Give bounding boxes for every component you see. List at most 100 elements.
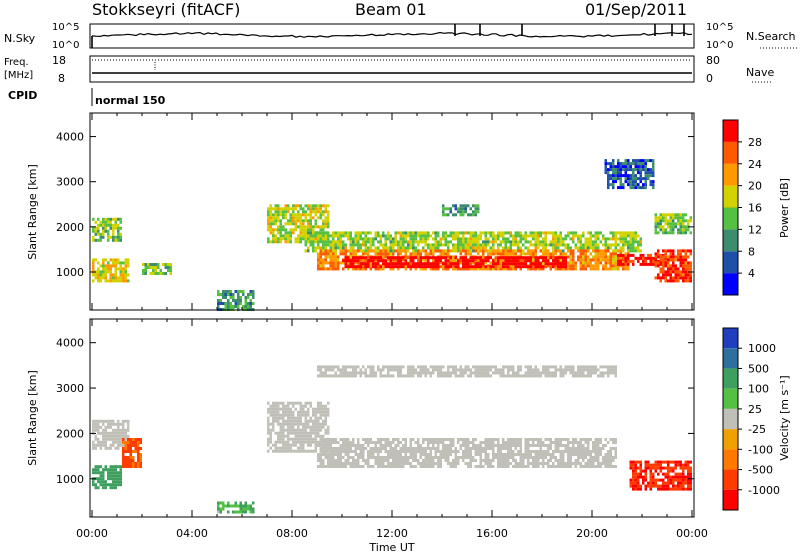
data-cell [555,444,558,447]
data-cell [105,441,108,444]
data-cell [545,368,548,371]
data-cell [417,441,420,444]
data-cell [372,450,375,453]
data-cell [105,480,108,483]
data-cell [335,258,338,261]
data-cell [437,234,440,237]
data-cell [632,186,635,189]
data-cell [115,273,118,276]
data-cell [287,420,290,423]
data-cell [585,255,588,258]
data-cell [610,252,613,255]
data-cell [597,456,600,459]
data-cell [337,267,340,270]
data-cell [375,374,378,377]
data-cell [425,262,428,265]
data-cell [597,243,600,246]
data-cell [357,438,360,441]
data-cell [507,456,510,459]
data-cell [470,462,473,465]
data-cell [285,240,288,243]
data-cell [287,222,290,225]
data-cell [280,441,283,444]
data-cell [297,435,300,438]
data-cell [430,438,433,441]
data-cell [525,265,528,268]
data-cell [350,465,353,468]
data-cell [422,438,425,441]
data-cell [320,258,323,261]
data-cell [522,262,525,265]
data-cell [675,213,678,216]
data-cell [285,210,288,213]
data-cell [617,168,620,171]
data-cell [415,262,418,265]
data-cell [580,447,583,450]
data-cell [542,231,545,234]
data-cell [595,246,598,249]
data-cell [580,444,583,447]
data-cell [572,234,575,237]
data-cell [482,259,485,262]
data-cell [532,459,535,462]
data-cell [670,270,673,273]
data-cell [270,225,273,228]
data-cell [492,438,495,441]
data-cell [650,485,653,488]
data-cell [635,186,638,189]
data-cell [410,462,413,465]
data-cell [452,262,455,265]
data-cell [680,488,683,491]
data-cell [417,252,420,255]
data-cell [667,464,670,467]
data-cell [467,249,470,252]
data-cell [345,231,348,234]
data-cell [115,486,118,489]
data-cell [522,249,525,252]
data-cell [470,262,473,265]
data-cell [517,256,520,259]
data-cell [397,456,400,459]
data-cell [492,249,495,252]
data-cell [370,256,373,259]
data-cell [537,240,540,243]
data-cell [117,258,120,261]
data-cell [517,453,520,456]
data-cell [407,368,410,371]
data-cell [380,450,383,453]
freq-panel: Freq. [MHz] 18 8 80 0 Nave [4,54,774,85]
data-cell [365,252,368,255]
data-cell [297,234,300,237]
data-cell [410,259,413,262]
data-cell [415,240,418,243]
y-tick-label: 3000 [56,176,84,189]
data-cell [630,231,633,234]
data-cell [110,236,113,239]
data-cell [267,444,270,447]
data-cell [587,237,590,240]
data-cell [625,257,628,260]
data-cell [462,256,465,259]
data-cell [422,262,425,265]
data-cell [122,435,125,438]
data-cell [542,441,545,444]
data-cell [525,262,528,265]
data-cell [475,210,478,213]
data-cell [367,265,370,268]
data-cell [122,261,125,264]
data-cell [572,368,575,371]
data-cell [267,207,270,210]
data-cell [475,365,478,368]
data-cell [127,459,130,462]
data-cell [522,374,525,377]
data-cell [572,365,575,368]
data-cell [470,447,473,450]
data-cell [325,447,328,450]
data-cell [372,259,375,262]
data-cell [485,231,488,234]
data-cell [537,462,540,465]
data-cell [290,222,293,225]
data-cell [567,456,570,459]
data-cell [517,371,520,374]
data-cell [570,255,573,258]
